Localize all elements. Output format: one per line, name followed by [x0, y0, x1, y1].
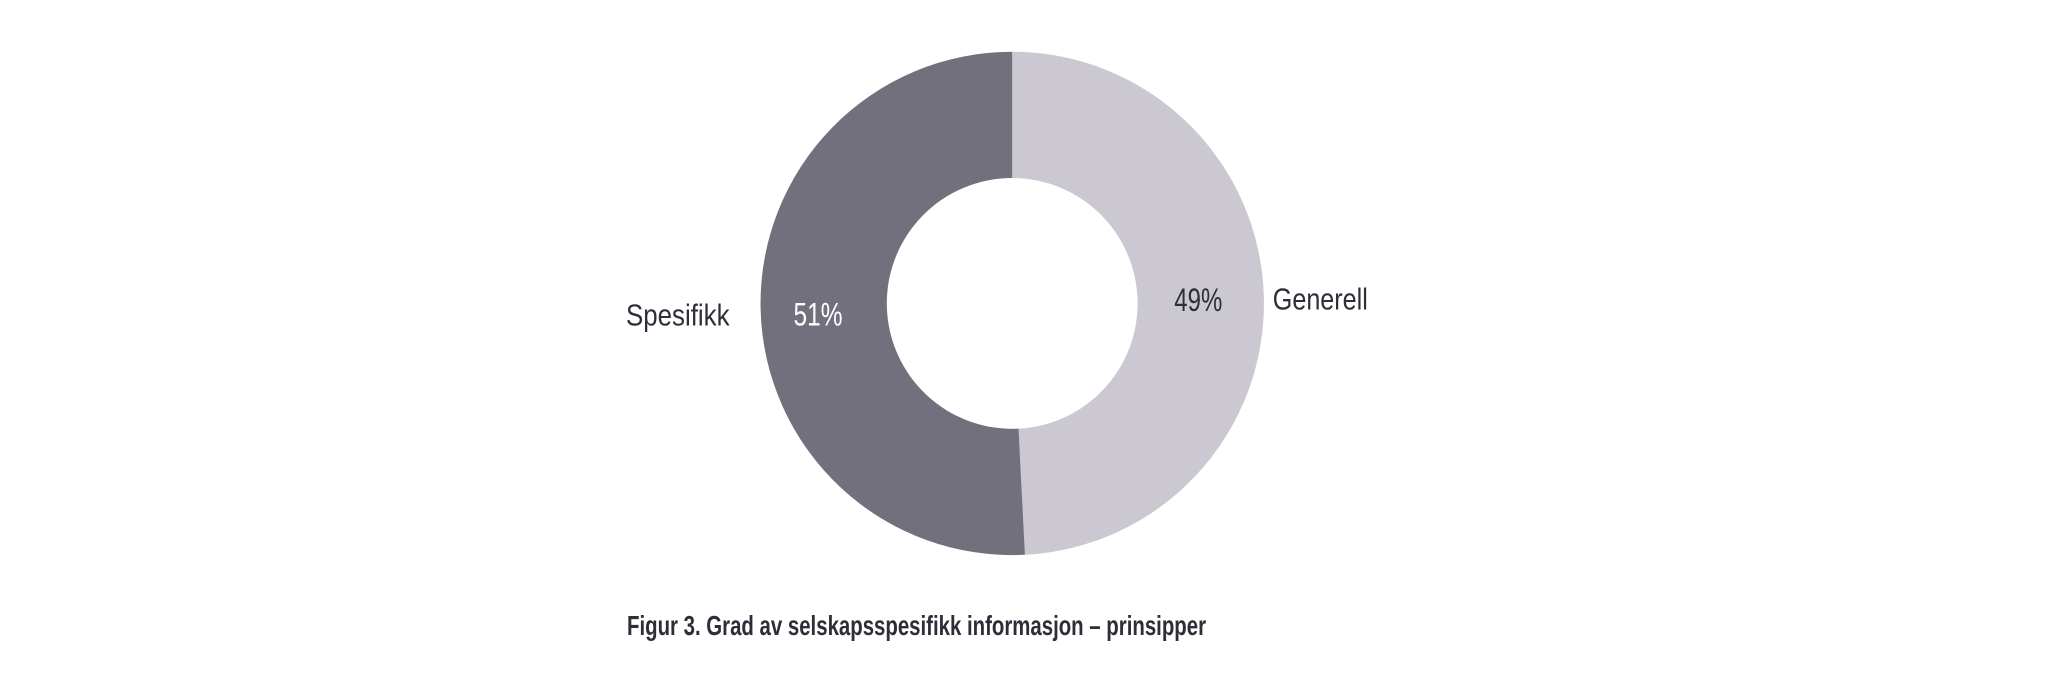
svg-text:51%: 51%	[794, 297, 843, 333]
svg-text:49%: 49%	[1174, 282, 1222, 318]
svg-text:Spesifikk: Spesifikk	[626, 299, 730, 333]
svg-text:Generell: Generell	[1273, 282, 1368, 316]
svg-text:Figur 3. Grad av selskapsspesi: Figur 3. Grad av selskapsspesifikk infor…	[627, 610, 1206, 641]
